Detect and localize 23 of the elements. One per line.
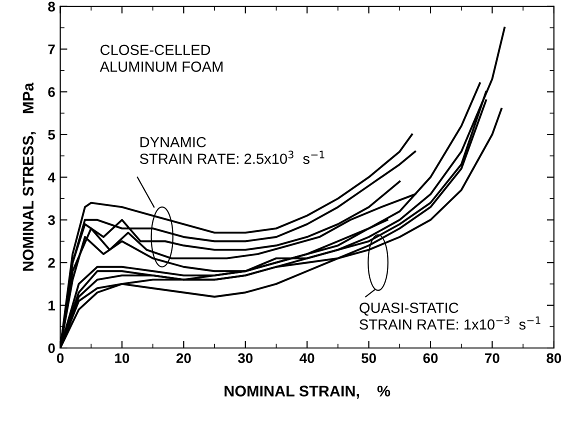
y-tick-label: 1 bbox=[48, 300, 56, 310]
x-tick-label: 50 bbox=[362, 353, 376, 364]
y-tick-label: 0 bbox=[48, 343, 55, 354]
x-axis-title: NOMINAL STRAIN, % bbox=[224, 386, 390, 399]
x-tick-label: 70 bbox=[485, 353, 500, 364]
y-tick-label: 4 bbox=[48, 172, 56, 182]
x-tick-label: 40 bbox=[300, 353, 314, 364]
y-tick-label: 2 bbox=[48, 258, 55, 268]
y-tick-label: 5 bbox=[48, 130, 56, 140]
annotation: CLOSE-CELLED ALUMINUM FOAM bbox=[100, 44, 223, 72]
y-tick-label: 3 bbox=[48, 215, 55, 226]
x-tick-label: 80 bbox=[546, 353, 562, 364]
y-tick-label: 8 bbox=[48, 2, 55, 12]
y-tick-label: 7 bbox=[48, 44, 55, 54]
x-tick-label: 0 bbox=[56, 353, 64, 364]
annotation: QUASI-STATIC STRAIN RATE: 1x10$^{−3}$ s$^{−1}$ bbox=[360, 302, 540, 330]
x-tick-label: 20 bbox=[176, 353, 191, 364]
annotation: DYNAMIC STRAIN RATE: 2.5x10$^{3}$ s$^{−1}$ bbox=[140, 136, 324, 164]
x-tick-label: 60 bbox=[423, 353, 438, 364]
x-tick-label: 30 bbox=[238, 353, 253, 364]
x-tick-label: 10 bbox=[115, 353, 130, 364]
y-axis-title: NOMINAL STRESS, MPa bbox=[22, 82, 36, 271]
y-tick-label: 6 bbox=[48, 87, 55, 97]
